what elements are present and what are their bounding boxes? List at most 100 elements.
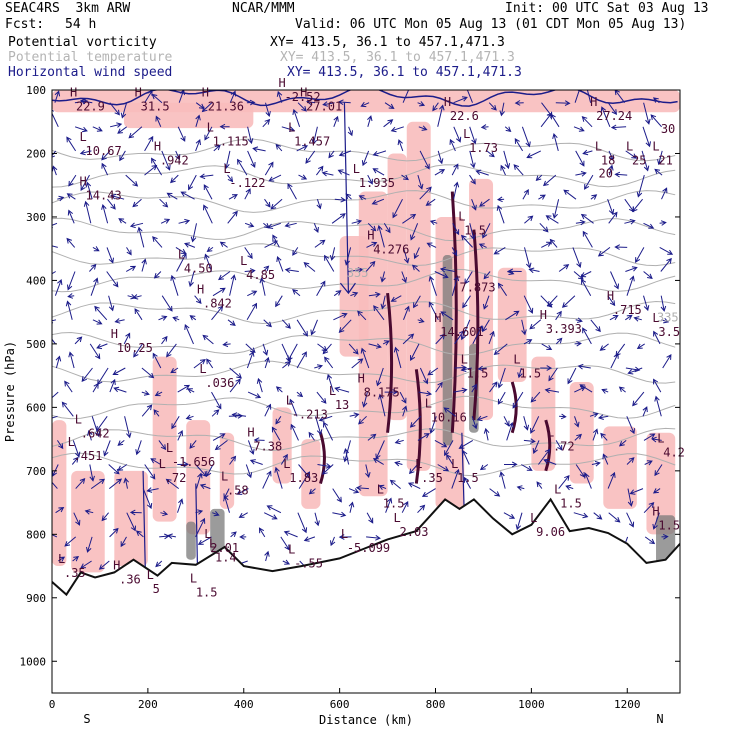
theta-label: 355 [347, 266, 369, 280]
wind-vector [199, 483, 211, 490]
wind-vector [592, 428, 599, 441]
wind-vector [236, 488, 249, 495]
wind-vector [555, 100, 571, 106]
wind-vector [530, 391, 541, 403]
wind-vector [264, 161, 274, 176]
wind-vector [503, 512, 516, 519]
wind-vector [137, 226, 145, 248]
theta-contour [52, 138, 676, 162]
pv-contour [450, 191, 458, 433]
extremum-marker: L [353, 162, 360, 176]
wind-vector [574, 433, 582, 441]
wind-vector [274, 466, 283, 489]
wind-vector [244, 188, 251, 200]
wind-vector [409, 415, 422, 428]
wind-vector [577, 363, 591, 370]
extremum-marker: L [451, 457, 458, 471]
wind-vector [626, 457, 635, 465]
extremum-value: 20 [599, 166, 613, 180]
wind-vector [246, 350, 255, 369]
extremum-marker: L [595, 140, 602, 154]
wind-vector [486, 150, 495, 158]
y-tick-label: 900 [26, 592, 46, 605]
wind-vector [541, 241, 553, 248]
extremum-marker: L [652, 140, 659, 154]
wind-vector [84, 509, 94, 515]
wind-vector [184, 242, 196, 248]
pv-core-region [186, 521, 196, 560]
wind-vector [227, 210, 238, 224]
wind-vector [644, 460, 653, 466]
field-name-wind: Horizontal wind speed [8, 65, 173, 80]
wind-vector [643, 271, 653, 280]
wind-vector [96, 343, 108, 350]
extremum-marker: H [300, 86, 307, 100]
wind-vector [238, 512, 248, 518]
wind-vector [202, 334, 214, 345]
wind-vector [172, 316, 180, 322]
terrain-mask [52, 499, 680, 693]
wind-vector [305, 150, 316, 164]
wind-vector [523, 438, 536, 444]
wind-vector [559, 413, 567, 420]
wind-vector [141, 367, 155, 379]
wind-vector [394, 460, 403, 467]
wind-vector [654, 168, 663, 176]
wind-vector [89, 464, 95, 482]
pv-contour [414, 369, 422, 484]
pv-fill-region [497, 267, 527, 382]
wind-vector [437, 104, 445, 127]
wind-vector [348, 267, 364, 273]
extremum-value: .58 [227, 484, 249, 498]
wind-vector [206, 358, 214, 369]
wind-vector [52, 478, 58, 489]
wind-vector [661, 533, 669, 540]
wind-vector [659, 220, 667, 226]
wind-vector [418, 125, 428, 131]
wind-vector [428, 301, 439, 321]
wind-vector [75, 478, 86, 489]
field-xy-wind: XY= 413.5, 36.1 to 457.1,471.3 [287, 65, 522, 80]
wind-vector [429, 219, 438, 226]
wind-vector [129, 509, 142, 516]
extremum-value: 8.175 [364, 385, 400, 399]
extremum-marker: H [590, 95, 597, 109]
wind-vector [79, 149, 92, 156]
extremum-value: 21.36 [208, 100, 244, 114]
wind-vector [141, 258, 147, 272]
wind-vector [466, 90, 473, 103]
wind-vector [529, 319, 542, 330]
extremum-value: 10.16 [431, 411, 467, 425]
extremum-marker: H [197, 282, 204, 296]
wind-vector [262, 265, 270, 272]
wind-vector [538, 194, 546, 200]
wind-vector [204, 126, 213, 141]
wind-vector [453, 181, 460, 200]
wind-vector [264, 240, 279, 248]
wind-vector [290, 423, 299, 441]
wind-vector [252, 146, 266, 152]
wind-vector [333, 290, 342, 297]
wind-vector [402, 333, 415, 345]
wind-vector [114, 318, 125, 324]
wind-vector [52, 150, 57, 158]
extremum-value: .36 [119, 573, 141, 587]
wind-vector [178, 218, 191, 225]
wind-vector [315, 165, 324, 176]
wind-vector [434, 439, 448, 448]
wind-vector [368, 343, 382, 349]
wind-vector [154, 391, 163, 397]
wind-vector [212, 433, 226, 441]
wind-vector [653, 378, 662, 393]
wind-vector [135, 440, 142, 456]
wind-vector [151, 157, 163, 176]
wind-vector [117, 440, 125, 446]
wind-vector [410, 223, 419, 241]
wind-vector [348, 501, 355, 513]
x-tick-label: 1200 [614, 698, 641, 711]
wind-vector [52, 415, 58, 419]
wind-vector [311, 126, 318, 145]
wind-vector [440, 311, 454, 321]
wind-vector [109, 102, 120, 116]
wind-vector [150, 458, 161, 465]
